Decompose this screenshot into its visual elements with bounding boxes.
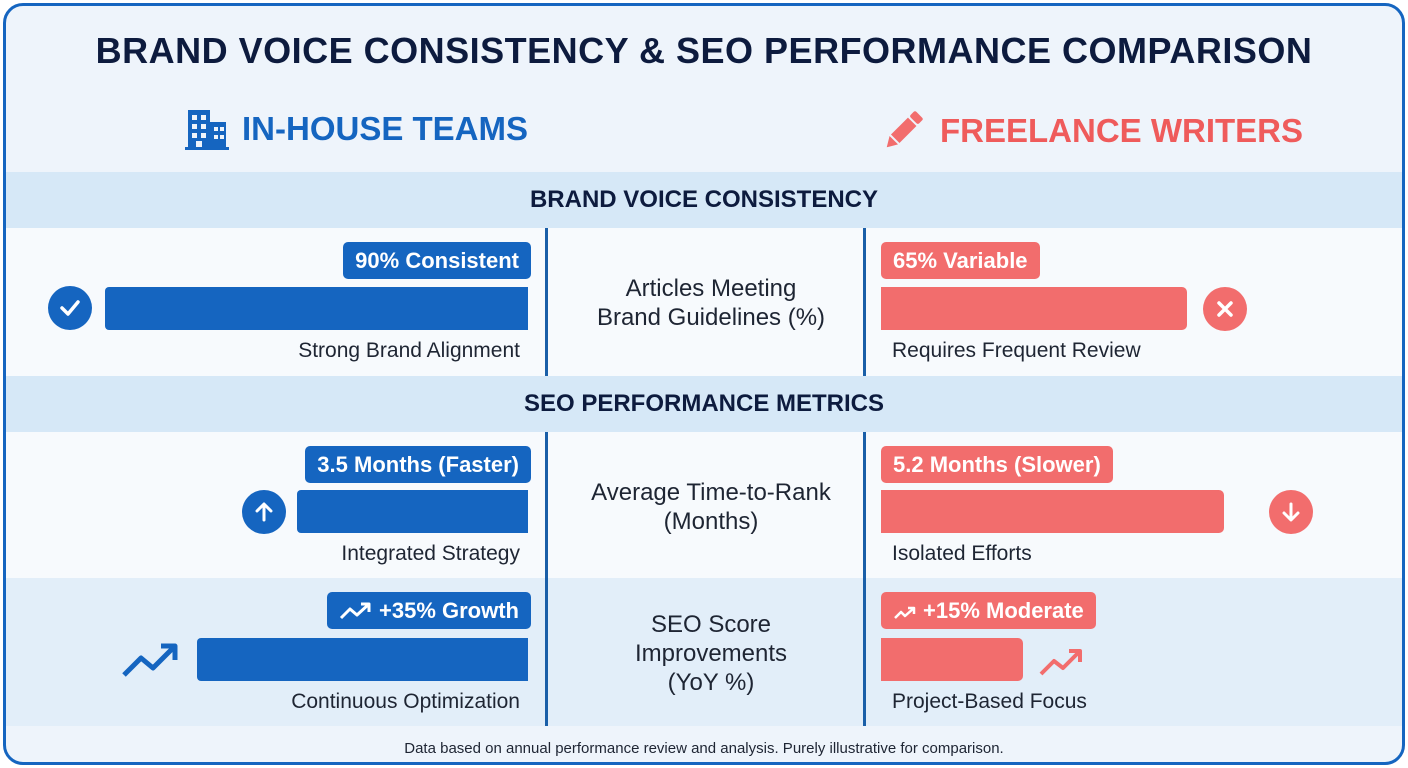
freelance-value-text: +15% Moderate bbox=[923, 598, 1084, 623]
section-title-brand: BRAND VOICE CONSISTENCY bbox=[529, 186, 879, 213]
divider-right-1 bbox=[863, 228, 866, 376]
freelance-value-badge: +15% Moderate bbox=[881, 592, 1096, 629]
check-circle-icon bbox=[48, 286, 92, 330]
infographic-frame: BRAND VOICE CONSISTENCY & SEO PERFORMANC… bbox=[3, 3, 1405, 765]
team-label-in-house: IN-HOUSE TEAMS bbox=[242, 110, 529, 147]
metric-line: Brand Guidelines (%) bbox=[596, 304, 826, 331]
trend-up-icon bbox=[894, 606, 916, 619]
freelance-bar bbox=[881, 638, 1023, 681]
divider-left-2 bbox=[545, 432, 548, 726]
team-header-freelance: FREELANCE WRITERS bbox=[878, 106, 1303, 156]
footnote: Data based on annual performance review … bbox=[404, 740, 1004, 757]
freelance-note: Isolated Efforts bbox=[892, 542, 1032, 565]
in-house-note: Continuous Optimization bbox=[291, 690, 520, 713]
freelance-value-badge: 65% Variable bbox=[881, 242, 1040, 279]
in-house-value-text: +35% Growth bbox=[379, 598, 519, 623]
x-circle-icon bbox=[1203, 287, 1247, 331]
trend-up-icon bbox=[1039, 649, 1082, 676]
divider-right-2 bbox=[863, 432, 866, 726]
section-band-seo bbox=[6, 376, 1402, 432]
metric-line: SEO Score bbox=[650, 611, 772, 638]
in-house-note: Strong Brand Alignment bbox=[298, 339, 520, 362]
in-house-note: Integrated Strategy bbox=[341, 542, 520, 565]
freelance-bar bbox=[881, 287, 1187, 330]
freelance-note: Project-Based Focus bbox=[892, 690, 1087, 713]
metric-line: Articles Meeting bbox=[625, 275, 797, 302]
freelance-value-badge: 5.2 Months (Slower) bbox=[881, 446, 1113, 483]
section-title-seo: SEO PERFORMANCE METRICS bbox=[523, 390, 885, 417]
section-band-brand bbox=[6, 172, 1402, 228]
in-house-bar bbox=[197, 638, 528, 681]
chart-title: BRAND VOICE CONSISTENCY & SEO PERFORMANC… bbox=[95, 30, 1313, 71]
in-house-value-badge: 3.5 Months (Faster) bbox=[305, 446, 531, 483]
metric-line: (Months) bbox=[663, 508, 759, 535]
metric-line: (YoY %) bbox=[667, 669, 755, 696]
arrow-up-circle-icon bbox=[242, 490, 286, 534]
in-house-bar bbox=[297, 490, 528, 533]
in-house-bar bbox=[105, 287, 528, 330]
freelance-bar bbox=[881, 490, 1224, 533]
trend-up-icon bbox=[339, 602, 371, 620]
team-label-freelance: FREELANCE WRITERS bbox=[940, 112, 1303, 149]
metric-label-time-to-rank: Average Time-to-Rank (Months) bbox=[554, 478, 868, 536]
freelance-note: Requires Frequent Review bbox=[892, 339, 1141, 362]
trend-up-icon bbox=[122, 643, 178, 677]
metric-line: Improvements bbox=[634, 640, 788, 667]
metric-line: Average Time-to-Rank bbox=[591, 479, 831, 506]
metric-label-brand-guidelines: Articles Meeting Brand Guidelines (%) bbox=[554, 274, 868, 332]
metric-label-seo-score: SEO Score Improvements (YoY %) bbox=[554, 610, 868, 697]
pencil-icon bbox=[886, 111, 923, 148]
building-icon bbox=[185, 110, 229, 150]
divider-left-1 bbox=[545, 228, 548, 376]
team-header-in-house: IN-HOUSE TEAMS bbox=[184, 106, 528, 152]
arrow-down-circle-icon bbox=[1269, 490, 1313, 534]
in-house-value-badge: 90% Consistent bbox=[343, 242, 531, 279]
in-house-value-badge: +35% Growth bbox=[327, 592, 531, 629]
